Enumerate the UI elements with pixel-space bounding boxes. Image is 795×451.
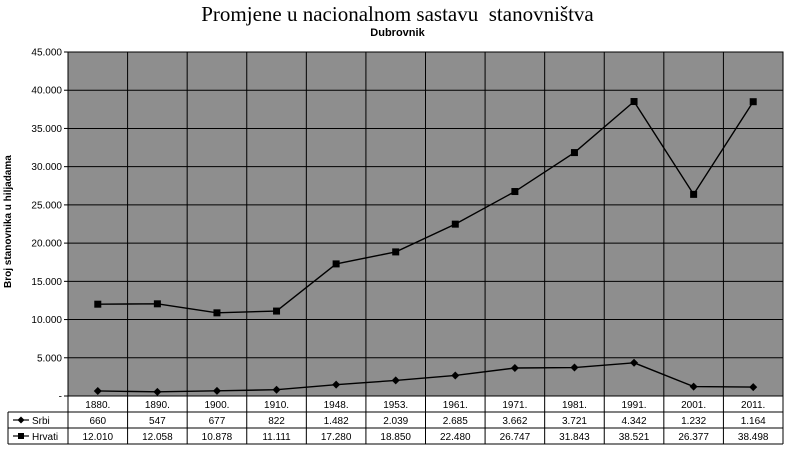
x-category-label: 1953. — [383, 400, 408, 411]
y-tick-label: 15.000 — [31, 277, 62, 288]
x-category-label: 1900. — [204, 400, 229, 411]
table-cell-srbi: 4.342 — [622, 416, 647, 427]
table-cell-hrvati: 12.010 — [82, 432, 113, 443]
table-cell-srbi: 3.721 — [562, 416, 587, 427]
data-point-srbi — [391, 376, 400, 385]
y-tick-label: 25.000 — [31, 200, 62, 211]
table-cell-hrvati: 17.280 — [321, 432, 352, 443]
y-tick-label: 20.000 — [31, 239, 62, 250]
table-cell-srbi: 1.232 — [681, 416, 706, 427]
table-cell-hrvati: 26.747 — [500, 432, 531, 443]
data-point-hrvati — [690, 190, 698, 198]
table-cell-hrvati: 38.521 — [619, 432, 650, 443]
data-point-hrvati — [332, 260, 340, 268]
table-cell-hrvati: 38.498 — [738, 432, 769, 443]
data-point-srbi — [451, 371, 460, 380]
table-cell-srbi: 1.164 — [741, 416, 766, 427]
data-point-hrvati — [630, 98, 638, 106]
table-cell-srbi: 2.685 — [443, 416, 468, 427]
table-cell-hrvati: 26.377 — [678, 432, 709, 443]
table-cell-srbi: 3.662 — [502, 416, 527, 427]
data-point-srbi — [332, 380, 341, 389]
y-tick-label: 35.000 — [31, 124, 62, 135]
data-point-hrvati — [94, 300, 102, 308]
legend-label-srbi: Srbi — [32, 416, 50, 427]
table-cell-srbi: 2.039 — [383, 416, 408, 427]
data-point-hrvati — [570, 149, 578, 157]
data-point-srbi — [212, 386, 221, 395]
data-point-srbi — [570, 363, 579, 372]
data-point-hrvati — [749, 98, 757, 106]
data-point-hrvati — [392, 248, 400, 256]
table-cell-srbi: 822 — [268, 416, 285, 427]
y-tick-label: 45.000 — [31, 48, 62, 59]
data-point-hrvati — [273, 307, 281, 315]
data-point-srbi — [749, 383, 758, 392]
table-cell-hrvati: 22.480 — [440, 432, 471, 443]
table-cell-srbi: 1.482 — [324, 416, 349, 427]
data-point-hrvati — [451, 220, 459, 228]
data-point-hrvati — [153, 300, 161, 308]
chart-title: Promjene u nacionalnom sastavu stanovniš… — [201, 2, 594, 26]
data-point-srbi — [272, 385, 281, 394]
series-line-srbi — [97, 362, 754, 393]
data-point-hrvati — [213, 309, 221, 317]
legend-marker-hrvati — [18, 433, 24, 439]
table-cell-srbi: 660 — [89, 416, 106, 427]
x-category-label: 2011. — [741, 400, 765, 411]
y-tick-label: 40.000 — [31, 86, 62, 97]
data-point-srbi — [689, 382, 698, 391]
table-cell-srbi: 677 — [209, 416, 226, 427]
data-point-srbi — [93, 386, 102, 395]
table-cell-hrvati: 11.111 — [262, 432, 291, 443]
x-category-label: 1880. — [85, 400, 110, 411]
data-point-srbi — [510, 364, 519, 373]
data-point-srbi — [630, 358, 639, 367]
data-point-hrvati — [511, 188, 519, 196]
x-category-label: 1948. — [324, 400, 349, 411]
x-category-label: 2001. — [681, 400, 706, 411]
legend-marker-srbi — [17, 416, 25, 424]
x-category-label: 1981. — [562, 400, 587, 411]
series-line-hrvati — [97, 100, 754, 314]
data-point-srbi — [153, 387, 162, 396]
x-category-label: 1910. — [264, 400, 289, 411]
legend-label-hrvati: Hrvati — [32, 432, 58, 443]
table-cell-hrvati: 18.850 — [380, 432, 411, 443]
x-category-label: 1890. — [145, 400, 170, 411]
y-tick-label: - — [59, 392, 62, 403]
y-tick-label: 10.000 — [31, 315, 62, 326]
x-category-label: 1991. — [622, 400, 647, 411]
y-tick-label: 30.000 — [31, 162, 62, 173]
table-cell-hrvati: 10.878 — [202, 432, 233, 443]
chart-subtitle: Dubrovnik — [370, 27, 425, 39]
y-tick-label: 5.000 — [37, 353, 62, 364]
table-cell-srbi: 547 — [149, 416, 166, 427]
x-category-label: 1961. — [443, 400, 468, 411]
table-cell-hrvati: 31.843 — [559, 432, 590, 443]
table-cell-hrvati: 12.058 — [142, 432, 173, 443]
x-category-label: 1971. — [502, 400, 527, 411]
